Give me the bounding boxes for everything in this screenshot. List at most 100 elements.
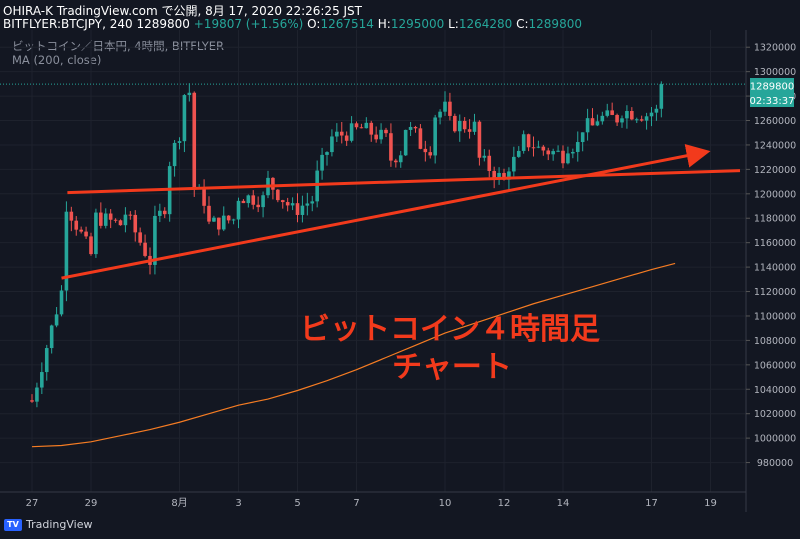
candle-body — [35, 387, 39, 402]
candle-body — [315, 170, 319, 202]
high-label: H: — [377, 17, 391, 31]
tradingview-brand-text: TradingView — [26, 518, 93, 531]
price-tick-label: 1220000 — [754, 165, 796, 176]
candle-body — [118, 220, 123, 226]
candle-body — [344, 135, 349, 141]
close-value: 1289800 — [528, 17, 582, 31]
candle-body — [615, 114, 619, 123]
countdown-label: 02:33:37 — [750, 96, 795, 107]
price-axis: 980000 1000000 1020000 1040000 1060000 108000… — [0, 30, 796, 512]
candle-body — [659, 84, 664, 109]
candle-body — [580, 132, 585, 143]
candle-body — [551, 151, 555, 155]
candle-body — [457, 120, 462, 132]
price-tick-label: 1040000 — [754, 385, 796, 396]
candle-body — [153, 215, 157, 265]
candle-body — [531, 147, 536, 149]
last-price-tag — [750, 78, 794, 93]
candle-body — [369, 122, 374, 135]
candle-body — [418, 128, 423, 149]
candle-body — [630, 110, 634, 120]
candle-body — [428, 152, 433, 156]
candle-body — [595, 121, 600, 126]
close-label: C: — [516, 17, 529, 31]
candle-body — [305, 203, 310, 206]
chart-legend-indicator[interactable]: MA (200, close) — [12, 53, 102, 67]
time-tick-label: 5 — [294, 498, 300, 509]
candle-body — [398, 155, 403, 163]
candle-body — [492, 170, 496, 180]
candle-body — [320, 154, 324, 171]
last-price-label: 1289800 — [750, 82, 795, 93]
candle-body — [158, 210, 162, 216]
candle-body — [605, 110, 610, 116]
candle-body — [276, 189, 280, 201]
candle-body — [364, 122, 369, 129]
low-label: L: — [448, 17, 459, 31]
grid-lines — [0, 30, 746, 492]
candle-body — [49, 325, 54, 349]
candle-body — [541, 146, 546, 151]
candle-body — [64, 211, 69, 291]
high-value: 1295000 — [390, 17, 445, 31]
candle-body — [339, 131, 344, 136]
candle-body — [477, 121, 482, 158]
candle-body — [69, 211, 74, 221]
candle-body — [182, 95, 187, 142]
candle-body — [438, 111, 442, 118]
price-tick-label: 980000 — [757, 458, 793, 469]
candle-body — [359, 127, 364, 129]
candle-body — [113, 219, 118, 221]
candle-body — [487, 155, 492, 171]
candle-body — [620, 118, 624, 123]
chart-footer — [0, 513, 800, 539]
candle-body — [423, 148, 428, 153]
candle-body — [177, 141, 182, 143]
price-tick-label: 1100000 — [754, 311, 796, 322]
candle-body — [644, 116, 649, 121]
candle-body — [84, 231, 88, 237]
time-tick-label: 29 — [85, 498, 98, 509]
candle-body — [172, 142, 177, 167]
candle-body — [354, 123, 359, 128]
candle-body — [285, 202, 290, 206]
price-tick-label: 1080000 — [754, 336, 796, 347]
price-tick-label: 1180000 — [754, 214, 796, 225]
time-tick-label: 12 — [498, 498, 511, 509]
candle-body — [162, 210, 167, 215]
candle-body — [330, 136, 334, 153]
candle-body — [256, 204, 260, 208]
candle-body — [507, 171, 511, 180]
time-tick-label: 19 — [704, 498, 717, 509]
candle-body — [310, 201, 315, 204]
change-text: +19807 (+1.56%) — [193, 17, 304, 31]
time-tick-label: 10 — [439, 498, 452, 509]
candle-body — [325, 152, 329, 155]
candle-body — [472, 121, 477, 132]
candle-body — [133, 214, 138, 233]
candle-body — [634, 119, 639, 121]
price-tick-label: 1000000 — [754, 434, 796, 445]
candle-body — [516, 150, 521, 157]
candle-body — [462, 120, 467, 130]
tradingview-brand[interactable]: TV TradingView — [4, 518, 92, 531]
candle-body — [575, 142, 580, 152]
price-tick-label: 1240000 — [754, 140, 796, 151]
candle-body — [202, 187, 206, 206]
publisher-text: OHIRA-K TradingView.com で公開, 8月 17, 2020… — [3, 4, 363, 18]
candle-body — [226, 215, 231, 221]
candle-body — [349, 123, 354, 141]
price-tick-label: 1200000 — [754, 189, 796, 200]
candle-body — [99, 212, 103, 226]
trendline — [67, 169, 741, 195]
time-tick-label: 7 — [353, 498, 359, 509]
annotation-line1: ビットコイン４時間足 — [300, 312, 600, 347]
candle-body — [212, 217, 216, 222]
chart-legend-title: ビットコイン／日本円, 4時間, BITFLYER — [12, 39, 225, 53]
candle-body — [59, 290, 64, 315]
candle-body — [128, 214, 133, 216]
price-tick-label: 1320000 — [754, 43, 796, 54]
candle-body — [585, 118, 590, 133]
price-tick-label: 1260000 — [754, 116, 796, 127]
